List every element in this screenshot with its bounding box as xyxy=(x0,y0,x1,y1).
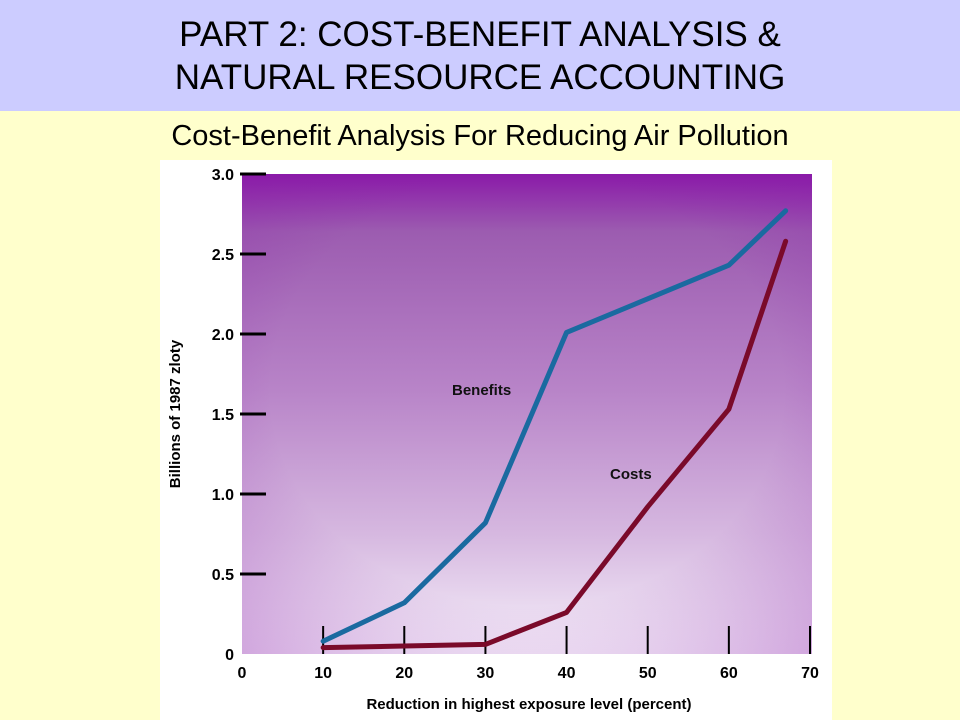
y-tick-label: 0 xyxy=(225,647,234,664)
y-tick-label: 1.5 xyxy=(212,407,234,424)
y-tick-label: 3.0 xyxy=(212,167,234,184)
y-tick-label: 2.5 xyxy=(212,247,234,264)
x-tick-label: 70 xyxy=(801,665,819,682)
line-chart: 0 0.5 1.0 1.5 2.0 2.5 3.0 0 10 20 30 40 50 60 70 Billi… xyxy=(160,160,832,720)
slide-title-line-1: PART 2: COST-BENEFIT ANALYSIS & xyxy=(179,14,781,54)
title-bar: PART 2: COST-BENEFIT ANALYSIS & NATURAL … xyxy=(0,0,960,111)
x-tick-label: 0 xyxy=(238,665,247,682)
axes-layer: 0 0.5 1.0 1.5 2.0 2.5 3.0 0 10 20 30 40 50 60 70 xyxy=(212,167,819,682)
series-layer xyxy=(320,208,789,651)
y-tick-label: 1.0 xyxy=(212,487,234,504)
plot-area-vignette xyxy=(242,174,812,654)
x-tick-label: 60 xyxy=(720,665,738,682)
x-tick-label: 50 xyxy=(639,665,657,682)
slide-title-line-2: NATURAL RESOURCE ACCOUNTING xyxy=(174,57,786,97)
y-tick-label: 2.0 xyxy=(212,327,234,344)
y-axis-label: Billions of 1987 zloty xyxy=(167,339,184,488)
slide-subtitle: Cost-Benefit Analysis For Reducing Air P… xyxy=(171,120,789,152)
x-tick-label: 40 xyxy=(558,665,576,682)
x-tick-label: 30 xyxy=(477,665,495,682)
x-axis-label: Reduction in highest exposure level (per… xyxy=(366,696,691,713)
x-tick-label: 20 xyxy=(395,665,413,682)
series-label-benefits: Benefits xyxy=(452,382,511,399)
y-tick-label: 0.5 xyxy=(212,567,234,584)
series-label-costs: Costs xyxy=(610,466,652,483)
x-tick-label: 10 xyxy=(314,665,332,682)
